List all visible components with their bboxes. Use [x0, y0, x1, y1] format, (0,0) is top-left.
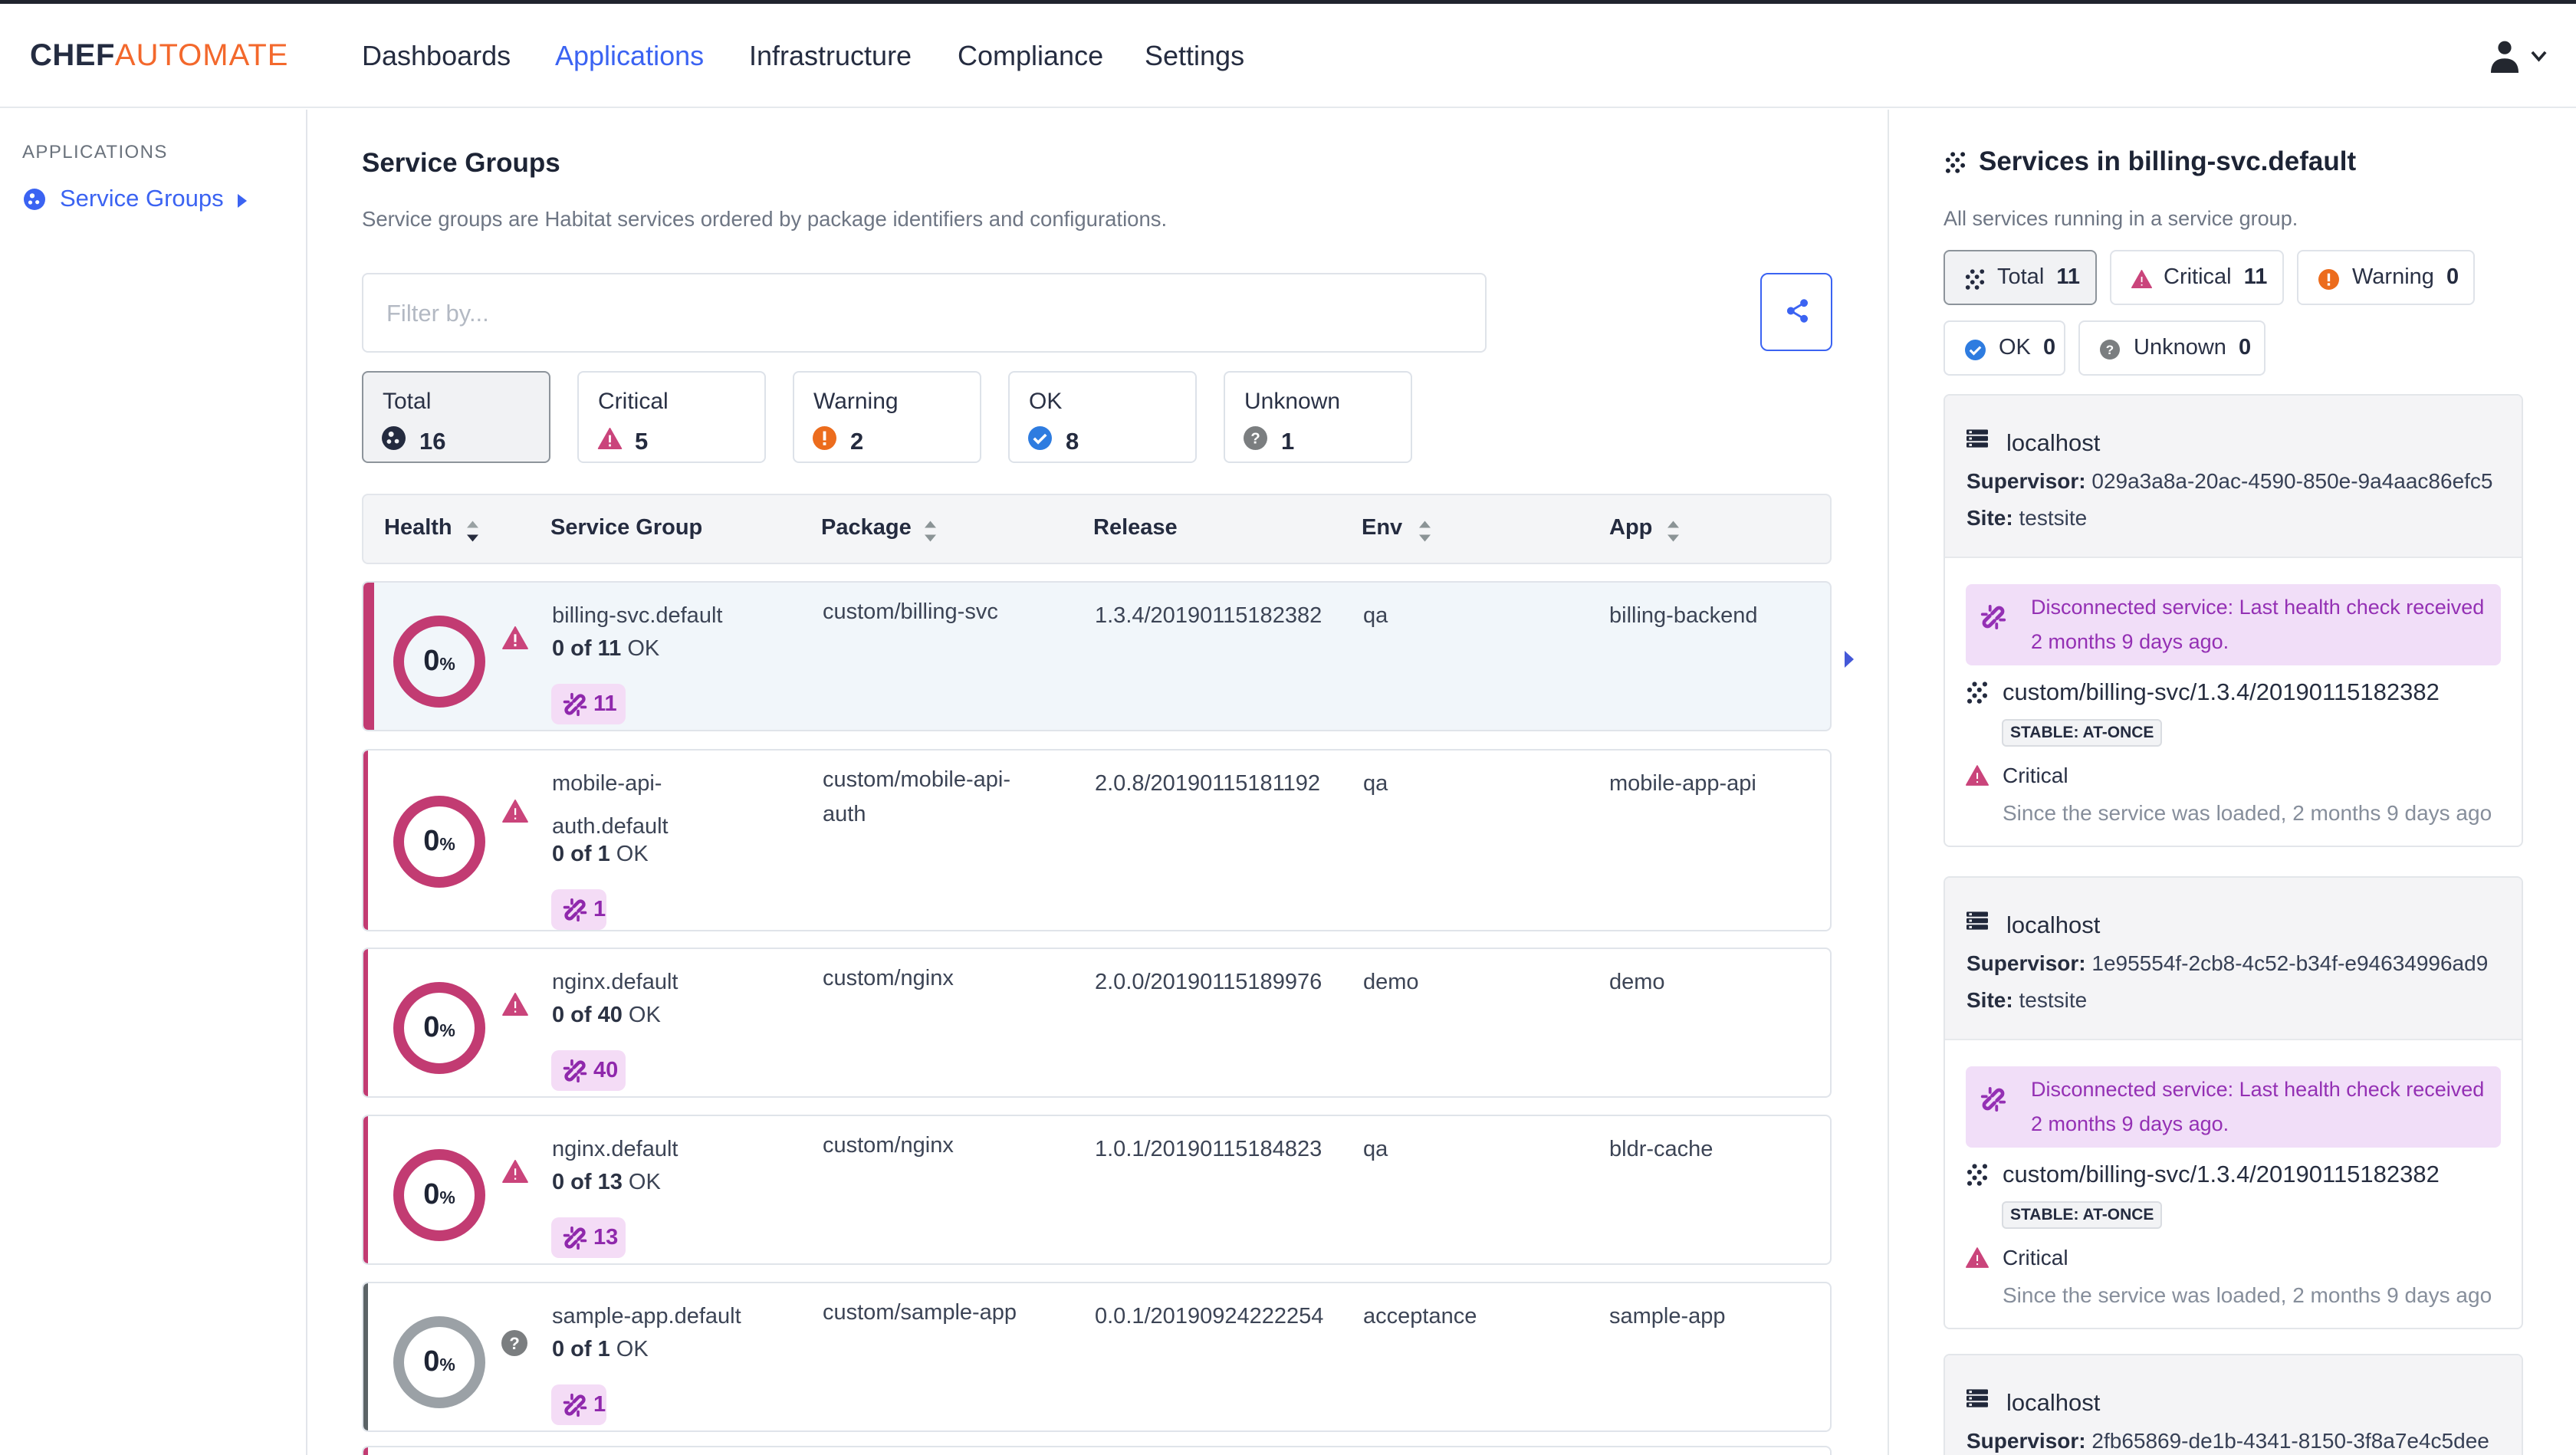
- svg-text:?: ?: [2106, 343, 2114, 357]
- svg-text:?: ?: [509, 1334, 520, 1353]
- svg-text:?: ?: [1250, 431, 1260, 448]
